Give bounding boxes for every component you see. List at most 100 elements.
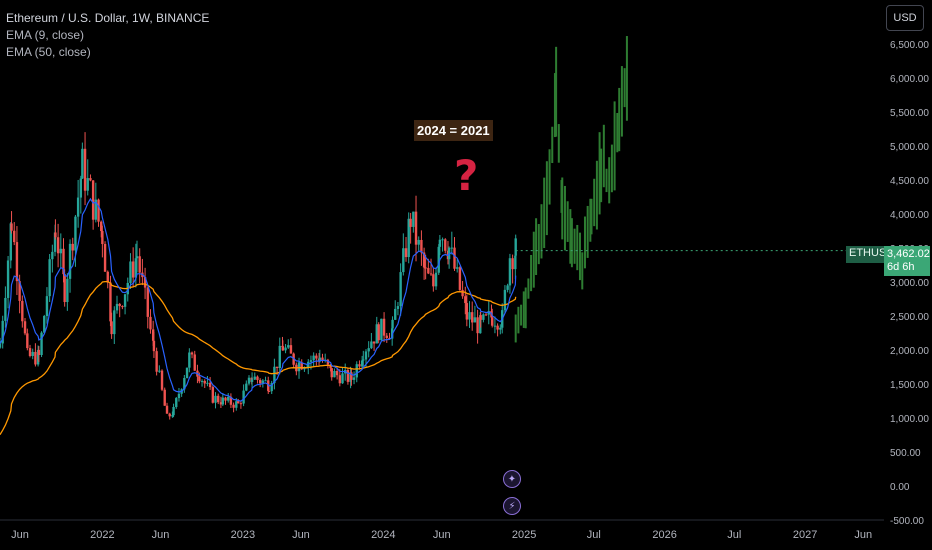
- x-tick-label: Jun: [433, 529, 451, 541]
- chart-legend: Ethereum / U.S. Dollar, 1W, BINANCE EMA …: [6, 10, 209, 61]
- candle-body: [34, 351, 37, 365]
- candle-body: [211, 387, 215, 403]
- candle-body: [247, 377, 251, 384]
- candle-body: [232, 404, 235, 408]
- candle-body: [86, 178, 89, 191]
- y-tick-label: 5,500.00: [890, 108, 929, 119]
- projection-bar: [589, 198, 592, 242]
- candle-body: [110, 321, 113, 335]
- projection-bar: [561, 177, 564, 240]
- candle-body: [23, 321, 27, 334]
- candle-body: [414, 211, 418, 245]
- y-tick-label: 2,000.00: [890, 346, 929, 357]
- candle-body: [9, 223, 12, 261]
- candle-body: [338, 375, 342, 384]
- candle-body: [168, 413, 171, 417]
- x-tick-label: Jul: [587, 529, 601, 541]
- ema50-legend[interactable]: EMA (50, close): [6, 45, 91, 59]
- candle-body: [63, 274, 66, 303]
- candle-body: [149, 316, 152, 330]
- candle-body: [28, 348, 32, 357]
- candle-body: [224, 397, 227, 401]
- candle-body: [382, 318, 386, 336]
- candle-body: [200, 380, 204, 382]
- candle-body: [346, 370, 350, 382]
- projection-bar: [517, 306, 520, 334]
- candle-body: [66, 278, 69, 303]
- x-tick-label: 2025: [512, 529, 536, 541]
- candle-body: [198, 376, 201, 382]
- candle-body: [352, 377, 356, 380]
- candle-body: [89, 178, 92, 181]
- projection-bar: [583, 216, 586, 269]
- y-tick-label: -500.00: [890, 516, 924, 527]
- y-tick-label: 500.00: [890, 448, 921, 459]
- candle-body: [146, 287, 149, 317]
- annotation-text[interactable]: 2024 = 2021: [414, 120, 493, 141]
- projection-bar: [566, 201, 569, 242]
- candle-body: [121, 306, 124, 308]
- candle-body: [362, 359, 365, 361]
- projection-bar: [573, 228, 576, 264]
- candle-body: [464, 296, 467, 304]
- projection-bar: [578, 232, 581, 281]
- candle-body: [62, 248, 65, 275]
- projection-bar: [625, 36, 628, 121]
- candle-body: [404, 248, 408, 258]
- candle-body: [36, 349, 40, 365]
- candle-body: [129, 261, 132, 283]
- candle-body: [380, 318, 383, 341]
- candle-body: [360, 360, 364, 367]
- y-tick-label: 1,500.00: [890, 380, 929, 391]
- candle-body: [81, 148, 84, 179]
- candle-body: [229, 396, 233, 405]
- candle-body: [4, 297, 7, 321]
- projection-bar: [532, 231, 535, 288]
- last-price-value: 3,462.02: [887, 248, 930, 260]
- candles: [0, 132, 517, 420]
- chart-title[interactable]: Ethereum / U.S. Dollar, 1W, BINANCE: [6, 11, 210, 25]
- projection-bar: [520, 304, 523, 326]
- x-tick-label: 2023: [231, 529, 255, 541]
- candle-body: [508, 258, 512, 286]
- projection-bar: [548, 149, 551, 205]
- candle-body: [399, 272, 402, 307]
- x-tick-label: Jun: [854, 529, 872, 541]
- ema9-line: [0, 197, 517, 402]
- x-tick-label: 2026: [652, 529, 676, 541]
- candle-body: [468, 312, 471, 320]
- y-tick-label: 0.00: [890, 482, 910, 493]
- candle-body: [203, 380, 206, 384]
- candle-body: [375, 324, 378, 344]
- candle-body: [6, 260, 10, 298]
- projection-bar: [522, 291, 525, 328]
- candle-body: [26, 333, 29, 349]
- sparkle-icon[interactable]: ✦: [503, 470, 521, 488]
- candle-body: [109, 282, 112, 322]
- candle-body: [355, 364, 358, 378]
- y-tick-label: 5,000.00: [890, 142, 929, 153]
- projection-bar: [576, 224, 579, 271]
- candle-body: [76, 197, 80, 217]
- lightning-icon[interactable]: ⚡: [503, 497, 521, 515]
- candle-body: [458, 267, 462, 290]
- currency-button[interactable]: USD: [886, 5, 924, 31]
- candle-body: [367, 348, 370, 352]
- candle-body: [177, 393, 181, 399]
- candle-body: [256, 376, 259, 380]
- candle-body: [514, 238, 517, 256]
- candle-body: [450, 247, 454, 249]
- projection-bar: [569, 209, 572, 264]
- candle-body: [420, 239, 423, 253]
- candle-body: [152, 340, 156, 352]
- candle-body: [412, 211, 415, 227]
- x-tick-label: Jul: [727, 529, 741, 541]
- candle-body: [190, 352, 194, 355]
- candle-body: [491, 317, 494, 326]
- projection-bar: [524, 287, 527, 329]
- projection-bar: [593, 178, 596, 227]
- candle-body: [315, 355, 318, 359]
- candle-body: [94, 199, 98, 220]
- ema9-legend[interactable]: EMA (9, close): [6, 28, 85, 42]
